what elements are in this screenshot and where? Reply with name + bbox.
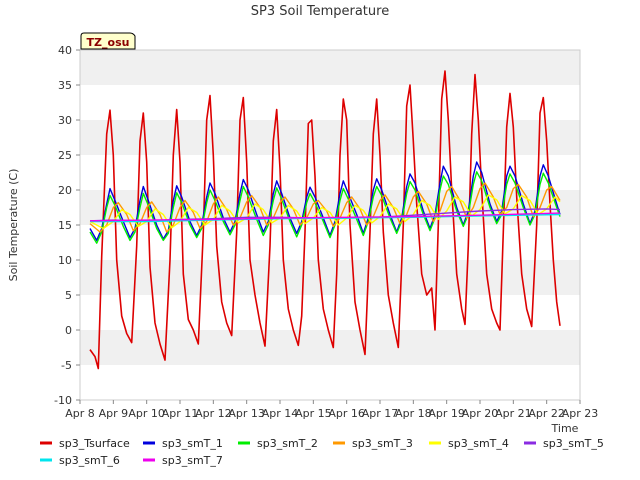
legend-label: sp3_smT_7 — [162, 454, 223, 467]
legend-item: sp3_smT_3 — [333, 437, 413, 450]
x-tick-label: Apr 19 — [428, 407, 465, 420]
y-tick-label: 10 — [58, 254, 72, 267]
grid-band — [80, 50, 580, 85]
y-tick-label: -10 — [54, 394, 72, 407]
x-tick-label: Apr 21 — [495, 407, 532, 420]
x-tick-label: Apr 11 — [162, 407, 199, 420]
grid-band — [80, 85, 580, 120]
legend-label: sp3_smT_5 — [543, 437, 604, 450]
series-line-sp3-smt-4 — [89, 194, 561, 230]
series-line-sp3-smt-7 — [89, 212, 561, 222]
x-tick-label: Apr 12 — [195, 407, 232, 420]
series-lines — [89, 70, 561, 370]
legend-label: sp3_smT_1 — [162, 437, 223, 450]
y-tick-label: -5 — [61, 359, 72, 372]
grid-band — [80, 225, 580, 260]
x-tick-label: Apr 15 — [295, 407, 332, 420]
legend: sp3_Tsurface sp3_smT_1 sp3_smT_2 sp3_smT_3 s… — [40, 437, 604, 467]
x-tick-label: Apr 8 — [65, 407, 95, 420]
legend-label: sp3_Tsurface — [59, 437, 130, 450]
x-tick-label: Apr 9 — [99, 407, 129, 420]
x-tick-label: Apr 18 — [395, 407, 432, 420]
annotation-label: TZ_osu — [87, 36, 130, 49]
x-tick-label: Apr 16 — [328, 407, 365, 420]
grid-band — [80, 120, 580, 155]
x-tick-label: Apr 20 — [462, 407, 499, 420]
x-tick-label: Apr 14 — [262, 407, 299, 420]
y-tick-label: 5 — [65, 289, 72, 302]
y-tick-label: 30 — [58, 114, 72, 127]
legend-label: sp3_smT_6 — [59, 454, 120, 467]
grid-band — [80, 155, 580, 190]
x-tick-label: Apr 13 — [228, 407, 265, 420]
y-axis-ticks: -10 -5 0 5 10 15 20 25 30 35 40 — [54, 44, 80, 407]
x-tick-label: Apr 17 — [362, 407, 399, 420]
y-tick-label: 40 — [58, 44, 72, 57]
legend-item: sp3_smT_5 — [524, 437, 604, 450]
x-axis-label: Time — [551, 422, 579, 435]
x-tick-label: Apr 10 — [128, 407, 165, 420]
legend-item: sp3_smT_2 — [238, 437, 318, 450]
y-axis-label: Soil Temperature (C) — [7, 169, 20, 282]
legend-item: sp3_smT_1 — [143, 437, 223, 450]
legend-item: sp3_smT_4 — [429, 437, 509, 450]
grid-band — [80, 365, 580, 400]
y-tick-label: 20 — [58, 184, 72, 197]
annotation-box: TZ_osu — [80, 32, 136, 50]
legend-item: sp3_smT_6 — [40, 454, 120, 467]
y-tick-label: 35 — [58, 79, 72, 92]
y-tick-label: 15 — [58, 219, 72, 232]
grid-band — [80, 260, 580, 295]
chart-title: SP3 Soil Temperature — [251, 4, 389, 19]
legend-item: sp3_smT_7 — [143, 454, 223, 467]
y-tick-label: 0 — [65, 324, 72, 337]
x-tick-label: Apr 22 — [528, 407, 565, 420]
legend-label: sp3_smT_4 — [448, 437, 509, 450]
legend-label: sp3_smT_2 — [257, 437, 318, 450]
legend-label: sp3_smT_3 — [352, 437, 413, 450]
y-tick-label: 25 — [58, 149, 72, 162]
legend-item: sp3_Tsurface — [40, 437, 130, 450]
x-tick-label: Apr 23 — [562, 407, 599, 420]
